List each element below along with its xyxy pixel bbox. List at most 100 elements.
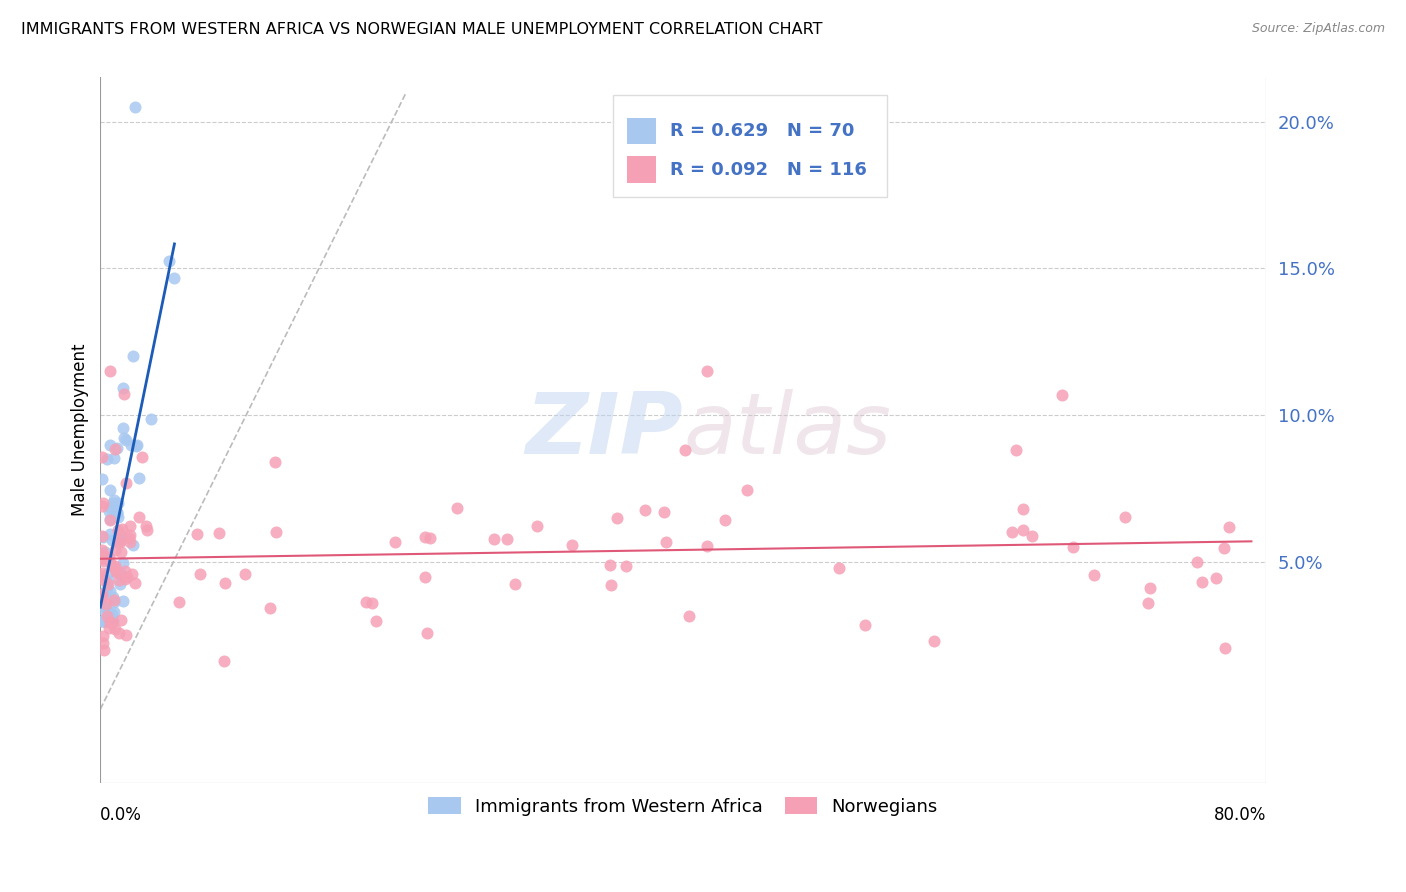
Point <box>214 575 236 590</box>
Text: ZIP: ZIP <box>526 389 683 472</box>
Point <box>415 625 437 640</box>
Text: 80.0%: 80.0% <box>1213 806 1265 824</box>
Point <box>98 504 121 518</box>
Point <box>115 476 138 491</box>
Point <box>503 577 526 591</box>
Point <box>91 630 114 644</box>
Point <box>124 576 146 591</box>
Point <box>91 548 114 562</box>
Point <box>606 510 628 524</box>
Point <box>110 545 132 559</box>
Point <box>100 615 122 629</box>
FancyBboxPatch shape <box>613 95 887 197</box>
Point <box>96 614 118 628</box>
Point <box>136 524 159 538</box>
Point <box>108 626 131 640</box>
Point <box>104 558 127 573</box>
Point <box>104 563 127 577</box>
Point <box>124 439 146 453</box>
Point <box>561 538 583 552</box>
Point <box>1213 640 1236 655</box>
Point <box>108 531 131 545</box>
Point <box>110 613 132 627</box>
Point <box>111 522 134 536</box>
Point <box>654 505 676 519</box>
Point <box>101 496 124 510</box>
Point <box>413 530 436 544</box>
Point <box>188 566 211 581</box>
Point <box>98 621 121 635</box>
Point <box>90 569 112 583</box>
Point <box>1213 541 1236 556</box>
Point <box>125 438 148 452</box>
Point <box>600 577 623 591</box>
Point <box>100 364 122 378</box>
Point <box>112 431 135 445</box>
Point <box>1000 525 1022 540</box>
Point <box>495 532 517 546</box>
Point <box>366 614 388 628</box>
Point <box>103 451 125 466</box>
Point <box>90 499 112 513</box>
Point <box>96 614 118 628</box>
Point <box>104 565 127 579</box>
Y-axis label: Male Unemployment: Male Unemployment <box>72 343 89 516</box>
Point <box>1050 388 1073 402</box>
Point <box>1218 519 1240 533</box>
Point <box>94 599 117 614</box>
Point <box>100 526 122 541</box>
Point <box>91 614 114 628</box>
Point <box>120 438 142 452</box>
Point <box>599 558 621 573</box>
Point <box>114 627 136 641</box>
Point <box>91 552 114 566</box>
Point <box>107 510 129 524</box>
Point <box>108 524 131 539</box>
Point <box>108 535 131 549</box>
Point <box>111 594 134 608</box>
Point <box>131 450 153 465</box>
Point <box>114 564 136 578</box>
Point <box>90 614 112 628</box>
Point <box>163 271 186 285</box>
Point <box>100 558 122 572</box>
Point <box>526 518 548 533</box>
Point <box>90 566 112 581</box>
FancyBboxPatch shape <box>627 118 657 145</box>
Point <box>104 442 127 456</box>
Point <box>828 561 851 575</box>
Point <box>696 364 718 378</box>
Point <box>118 528 141 542</box>
Point <box>103 593 125 607</box>
Point <box>105 532 128 546</box>
Point <box>108 534 131 549</box>
Point <box>484 532 506 546</box>
Point <box>96 597 118 611</box>
Point <box>714 513 737 527</box>
Point <box>135 519 157 533</box>
Point <box>98 614 121 628</box>
Point <box>91 636 114 650</box>
Point <box>107 496 129 510</box>
Point <box>97 553 120 567</box>
Point <box>1083 567 1105 582</box>
Point <box>384 535 406 549</box>
Point <box>1187 555 1209 569</box>
Point <box>101 614 124 628</box>
Point <box>96 585 118 599</box>
Point <box>419 531 441 545</box>
Point <box>1011 502 1033 516</box>
Point <box>94 614 117 628</box>
Point <box>110 566 132 581</box>
Point <box>1021 529 1043 543</box>
Point <box>103 493 125 508</box>
Point <box>103 595 125 609</box>
Point <box>1137 596 1160 610</box>
Point <box>112 380 135 394</box>
Text: 0.0%: 0.0% <box>100 806 142 824</box>
Point <box>128 509 150 524</box>
Point <box>111 421 134 435</box>
Point <box>97 549 120 564</box>
Point <box>634 503 657 517</box>
Point <box>94 545 117 559</box>
